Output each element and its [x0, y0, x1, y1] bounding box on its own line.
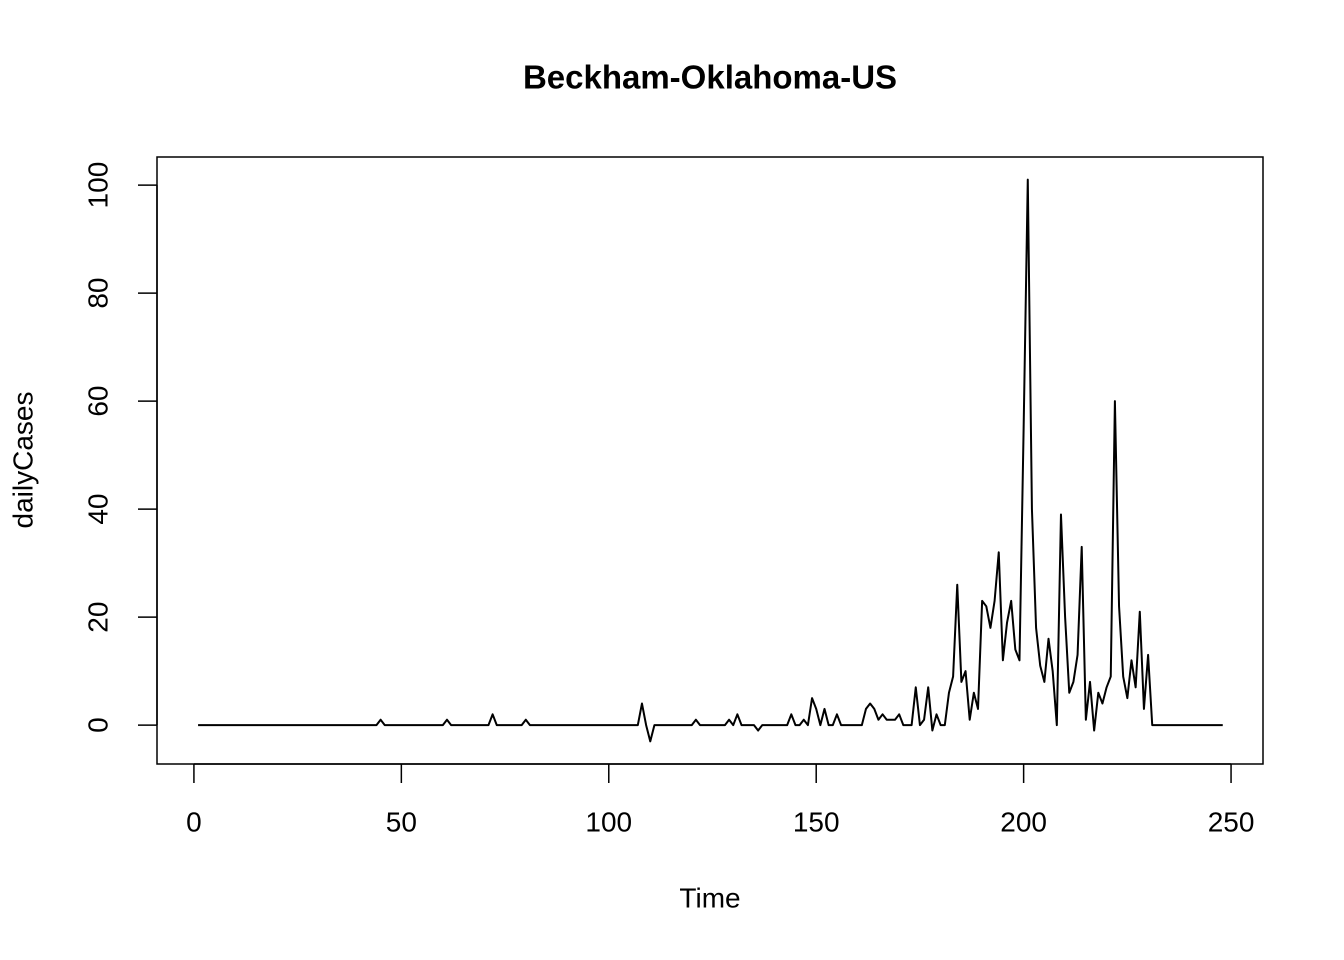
x-tick-label: 50 — [386, 806, 417, 837]
x-tick-label: 100 — [585, 806, 632, 837]
y-tick-label: 40 — [82, 494, 113, 525]
y-tick-label: 20 — [82, 602, 113, 633]
data-line — [198, 178, 1223, 743]
y-tick-label: 80 — [82, 278, 113, 309]
x-tick-label: 0 — [186, 806, 202, 837]
x-axis-label: Time — [679, 882, 740, 913]
plot-box — [156, 156, 1264, 765]
y-tick-label: 0 — [82, 717, 113, 733]
x-tick-label: 150 — [793, 806, 840, 837]
x-tick-label: 200 — [1000, 806, 1047, 837]
chart-title: Beckham-Oklahoma-US — [523, 59, 897, 96]
x-tick-label: 250 — [1208, 806, 1255, 837]
y-tick-label: 60 — [82, 386, 113, 417]
y-axis-label: dailyCases — [7, 392, 38, 529]
y-tick-label: 100 — [82, 162, 113, 209]
